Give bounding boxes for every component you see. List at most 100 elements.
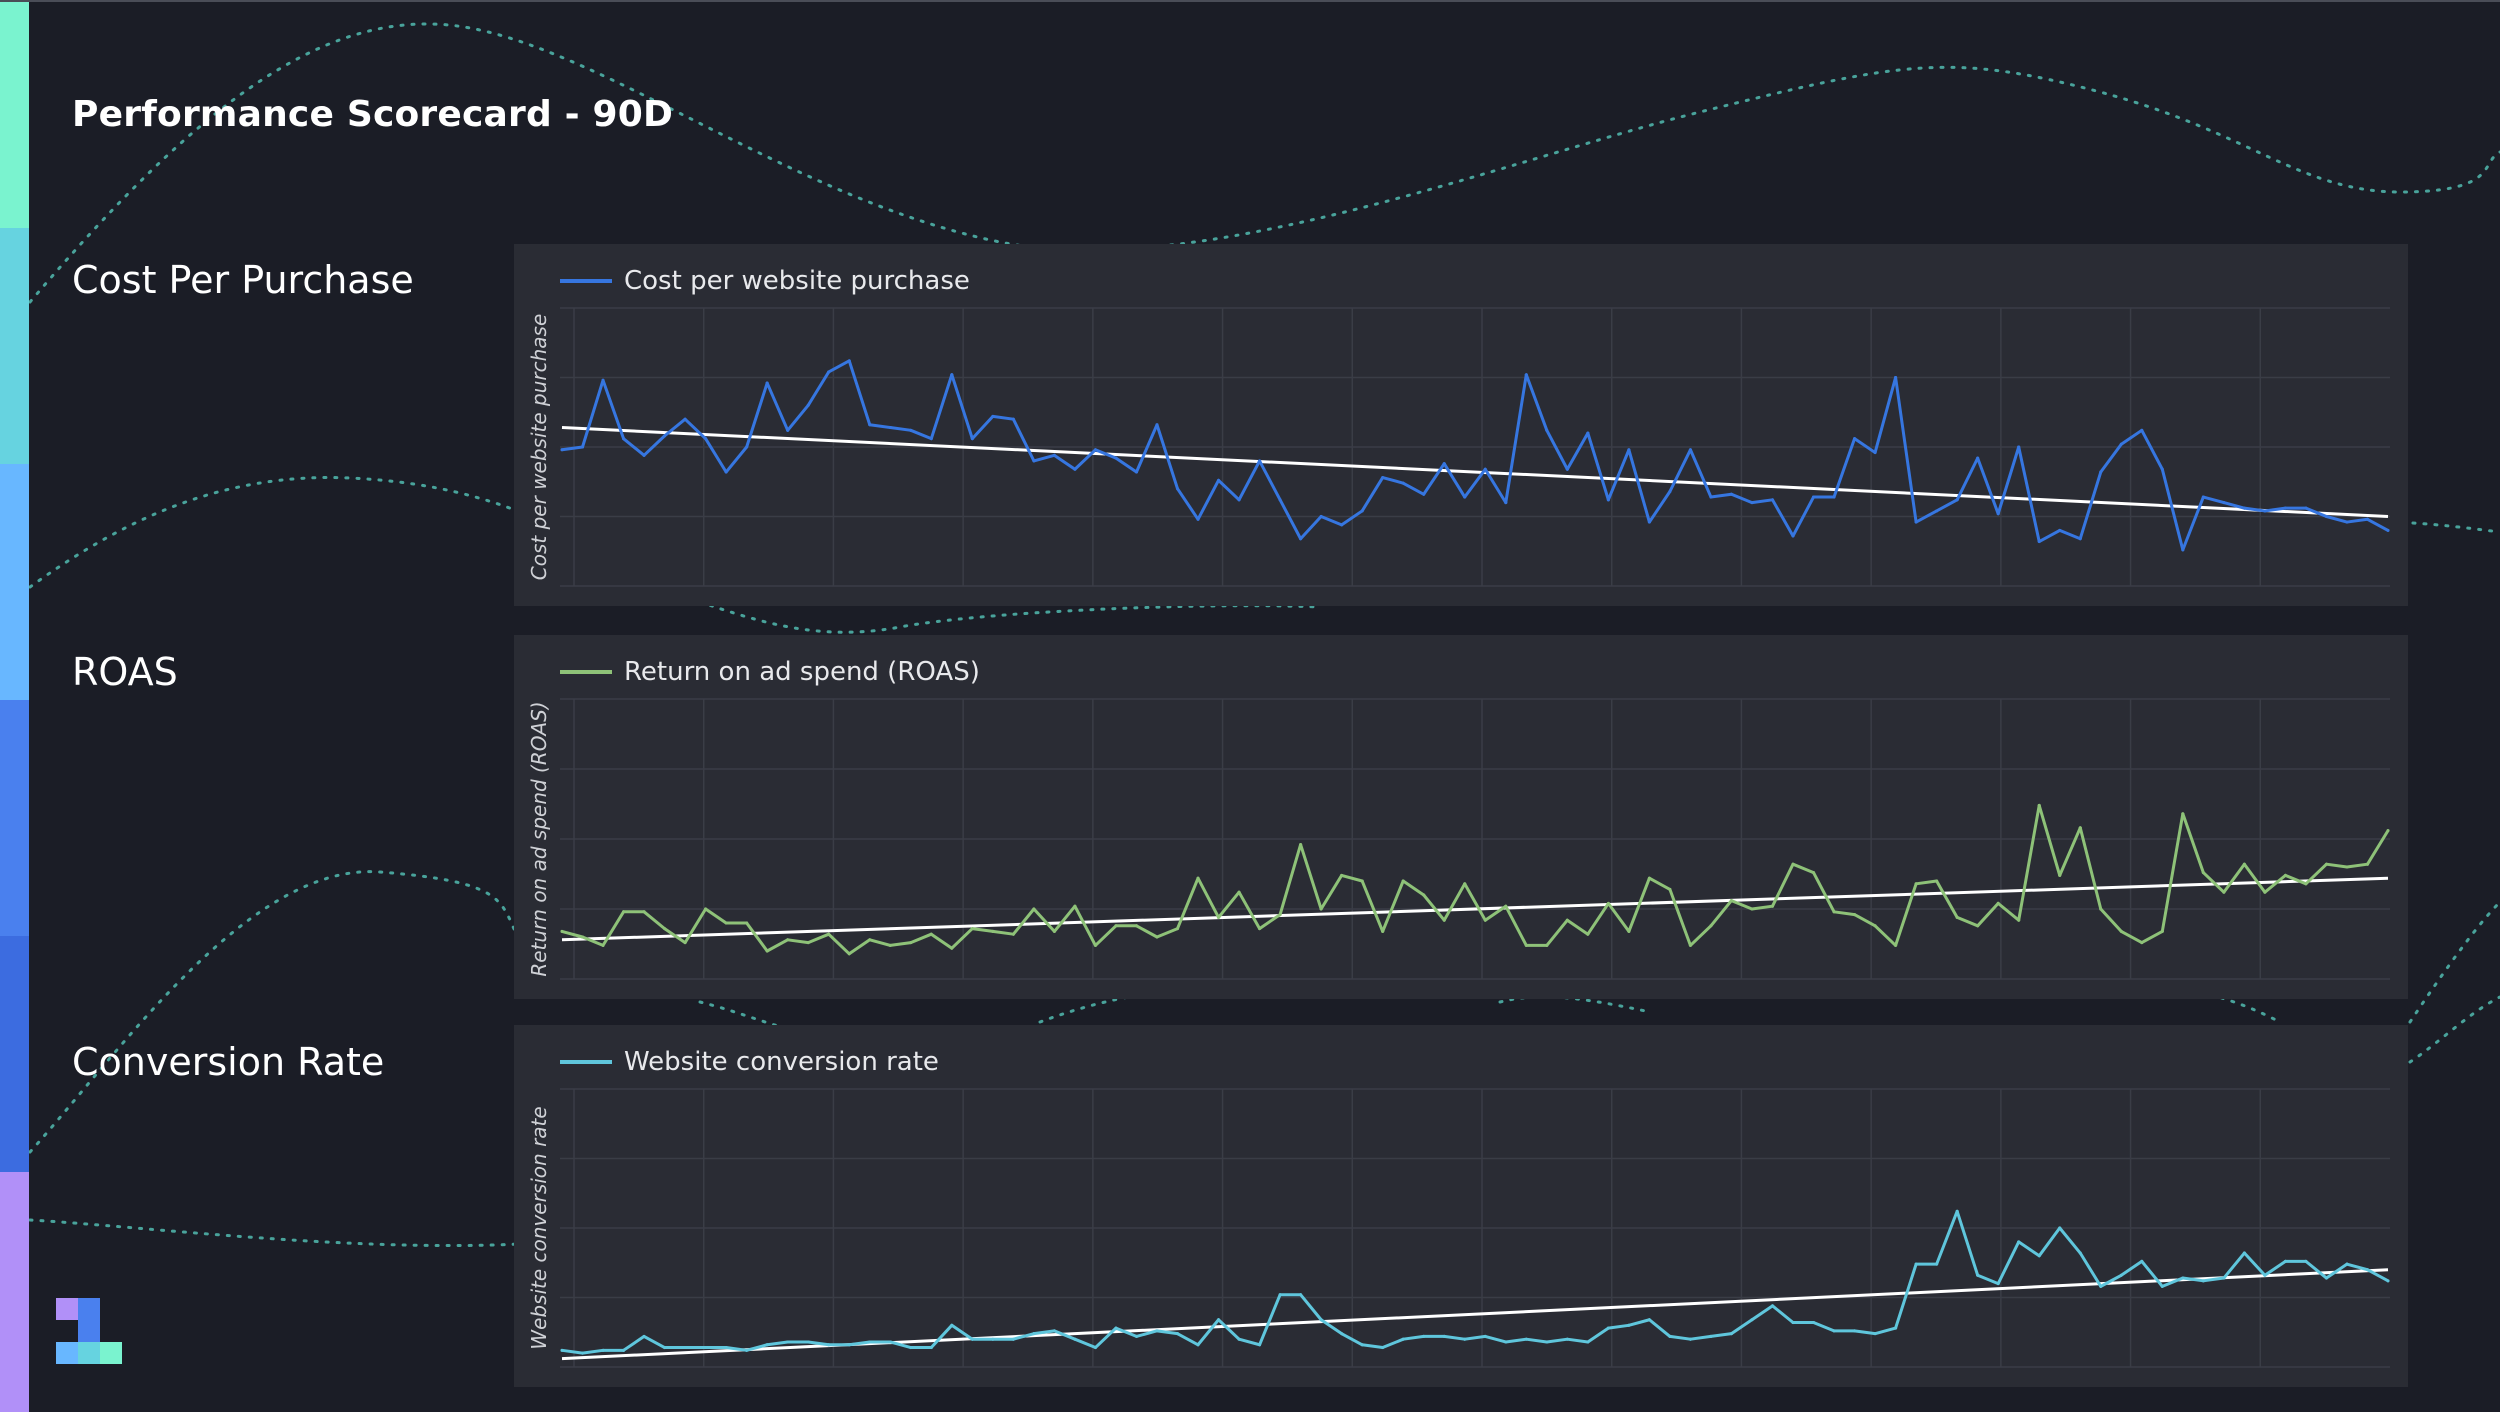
series-line-segment xyxy=(1873,924,1898,947)
series-line-segment xyxy=(1114,456,1138,474)
series-line-segment xyxy=(1360,879,1385,933)
series-line-segment xyxy=(1750,904,1774,911)
series-line-segment xyxy=(1442,1334,1467,1341)
series-line-segment xyxy=(1832,437,1857,499)
data-point xyxy=(1750,501,1754,505)
series-line-segment xyxy=(724,1346,749,1352)
data-point xyxy=(560,929,564,933)
data-point xyxy=(1504,501,1508,505)
series-line-segment xyxy=(1319,873,1344,911)
data-point xyxy=(663,434,667,438)
data-point xyxy=(1996,1282,2000,1286)
data-point xyxy=(1894,1326,1898,1330)
series-line-segment xyxy=(991,929,1015,936)
data-point xyxy=(1422,893,1426,897)
series-line-segment xyxy=(2181,1276,2205,1283)
data-point xyxy=(663,1346,667,1350)
accent-stripe-segment xyxy=(0,1172,29,1412)
data-point xyxy=(1873,451,1877,455)
series-line-segment xyxy=(1052,1329,1077,1341)
data-point xyxy=(1935,509,1939,513)
data-point xyxy=(888,1340,892,1344)
series-line-segment xyxy=(2242,1251,2267,1277)
data-point xyxy=(1504,904,1508,908)
series-line-segment xyxy=(2324,515,2349,524)
data-point xyxy=(2222,1276,2226,1280)
data-point xyxy=(2222,890,2226,894)
series-line-segment xyxy=(683,417,708,441)
data-point xyxy=(868,423,872,427)
series-line-segment xyxy=(2017,803,2041,922)
data-point xyxy=(1996,512,2000,516)
data-point xyxy=(1011,932,1015,936)
series-line-segment xyxy=(745,1343,769,1352)
series-line-segment xyxy=(1032,1329,1056,1336)
data-point xyxy=(581,1351,585,1355)
data-point xyxy=(1093,1346,1097,1350)
data-point xyxy=(1217,915,1221,919)
data-point xyxy=(868,1340,872,1344)
series-line-segment xyxy=(2160,467,2185,552)
data-point xyxy=(929,437,933,441)
data-point xyxy=(2283,1259,2287,1263)
series-line-segment xyxy=(1647,876,1672,891)
series-line-segment xyxy=(1176,487,1200,521)
series-line-segment xyxy=(1463,467,1487,499)
section-label-conversion-rate: Conversion Rate xyxy=(72,1040,385,1084)
data-point xyxy=(2119,442,2123,446)
data-point xyxy=(991,929,995,933)
series-line-segment xyxy=(2263,873,2287,894)
data-point xyxy=(642,453,646,457)
data-point xyxy=(1401,481,1405,485)
data-point xyxy=(1996,901,2000,905)
series-line-segment xyxy=(1504,904,1528,947)
data-point xyxy=(1504,1340,1508,1344)
data-point xyxy=(1955,1209,1959,1213)
chart-legend: Website conversion rate xyxy=(560,1045,939,1079)
data-point xyxy=(1976,456,1980,460)
series-line-segment xyxy=(1709,492,1733,499)
series-line-segment xyxy=(2058,528,2082,541)
data-point xyxy=(868,938,872,942)
accent-stripe-segment xyxy=(0,700,29,936)
series-line-segment xyxy=(1155,423,1180,491)
series-line-segment xyxy=(1360,1343,1385,1350)
series-line-segment xyxy=(1463,1334,1487,1341)
series-line-segment xyxy=(1935,1209,1959,1266)
data-point xyxy=(2181,548,2185,552)
series-line-segment xyxy=(2078,1251,2103,1288)
series-line-segment xyxy=(1217,1318,1241,1341)
data-point xyxy=(683,941,687,945)
data-point xyxy=(1524,943,1528,947)
data-point xyxy=(1463,1337,1467,1341)
series-line-segment xyxy=(909,932,933,945)
series-line-segment xyxy=(1853,913,1877,928)
series-line-segment xyxy=(2345,517,2369,524)
data-point xyxy=(1770,1304,1774,1308)
data-point xyxy=(622,910,626,914)
series-line-segment xyxy=(1709,1332,1733,1338)
series-line-segment xyxy=(1770,1304,1795,1325)
series-line-segment xyxy=(1463,882,1487,922)
data-point xyxy=(2365,862,2369,866)
data-point xyxy=(1668,887,1672,891)
data-point xyxy=(2201,1279,2205,1283)
data-point xyxy=(1791,1321,1795,1325)
data-point xyxy=(560,448,564,452)
data-point xyxy=(765,949,769,953)
series-line-segment xyxy=(1647,1318,1672,1338)
series-line-segment xyxy=(1853,1329,1877,1336)
series-line-segment xyxy=(765,938,790,953)
data-point xyxy=(1114,924,1118,928)
series-line-segment xyxy=(1196,876,1221,919)
data-point xyxy=(1524,373,1528,377)
data-point xyxy=(1217,1318,1221,1322)
data-point xyxy=(1381,929,1385,933)
series-line-segment xyxy=(663,417,687,438)
series-line-segment xyxy=(2365,517,2390,532)
series-line-segment xyxy=(560,1348,585,1355)
data-point xyxy=(1873,924,1877,928)
series-line-segment xyxy=(1524,373,1549,432)
data-point xyxy=(1196,1343,1200,1347)
data-point xyxy=(1627,448,1631,452)
